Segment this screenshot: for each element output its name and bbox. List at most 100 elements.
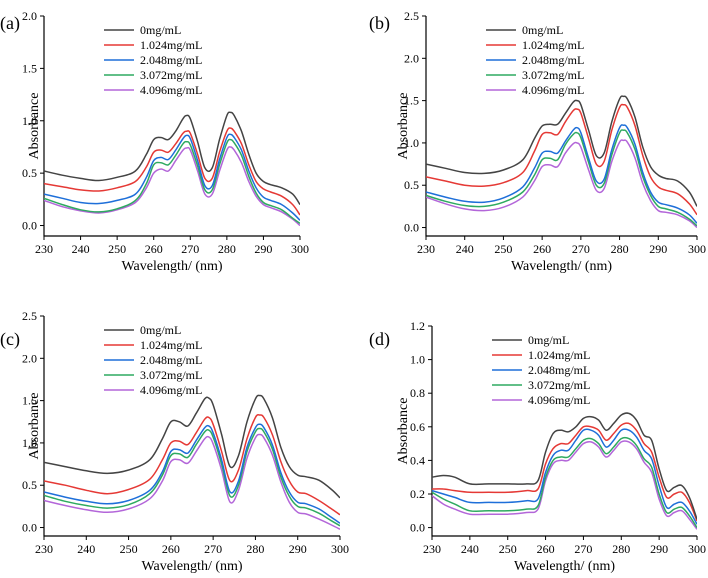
legend-label: 2.048mg/mL xyxy=(140,53,202,67)
y-tick-label: 1.0 xyxy=(22,114,37,128)
legend-label: 1.024mg/mL xyxy=(140,338,202,352)
x-axis-title: Wavelength/ (nm) xyxy=(121,259,222,274)
y-tick-label: 1.0 xyxy=(410,353,425,367)
x-tick-label: 260 xyxy=(533,242,551,256)
series-line-3 xyxy=(426,124,697,224)
y-tick-label: 2.5 xyxy=(22,309,37,323)
x-tick-label: 290 xyxy=(650,542,668,556)
x-tick-label: 260 xyxy=(537,542,555,556)
legend-label: 1.024mg/mL xyxy=(140,38,202,52)
legend-label: 0mg/mL xyxy=(522,23,563,37)
x-axis-title: Wavelength/ (nm) xyxy=(141,559,242,574)
series-line-1 xyxy=(44,111,300,206)
x-tick-label: 290 xyxy=(289,542,307,556)
x-axis-title: Wavelength/ (nm) xyxy=(514,559,615,574)
legend-label: 4.096mg/mL xyxy=(140,83,202,97)
legend-label: 2.048mg/mL xyxy=(140,353,202,367)
legend-label: 0mg/mL xyxy=(140,23,181,37)
series-line-2 xyxy=(432,422,697,522)
series-line-5 xyxy=(426,139,697,229)
y-tick-label: 0.4 xyxy=(410,453,425,467)
x-tick-label: 300 xyxy=(331,542,349,556)
x-tick-label: 290 xyxy=(254,242,272,256)
series-line-2 xyxy=(44,127,300,216)
y-tick-label: 0.8 xyxy=(410,386,425,400)
legend-label: 1.024mg/mL xyxy=(522,38,584,52)
series-line-4 xyxy=(426,129,697,227)
series-line-3 xyxy=(44,423,340,524)
y-tick-label: 0.5 xyxy=(22,166,37,180)
y-tick-label: 0.0 xyxy=(404,221,419,235)
x-tick-label: 260 xyxy=(162,542,180,556)
y-tick-label: 1.0 xyxy=(22,436,37,450)
x-axis-title: Wavelength/ (nm) xyxy=(511,259,612,274)
x-tick-label: 300 xyxy=(688,542,706,556)
x-tick-label: 280 xyxy=(612,542,630,556)
y-tick-label: 0.6 xyxy=(410,420,425,434)
legend-label: 4.096mg/mL xyxy=(528,393,590,407)
chart-panel-4: (d) 230 240 250 260 270 280 290 300 0.0 0.2 0.4 0.6 0… xyxy=(369,319,706,574)
x-tick-label: 290 xyxy=(649,242,667,256)
x-tick-label: 240 xyxy=(461,542,479,556)
x-tick-label: 270 xyxy=(574,542,592,556)
panel-label: (a) xyxy=(0,13,20,34)
x-tick-label: 240 xyxy=(77,542,95,556)
series-line-5 xyxy=(44,433,340,530)
y-tick-label: 0.5 xyxy=(404,178,419,192)
x-tick-label: 240 xyxy=(72,242,90,256)
legend-label: 2.048mg/mL xyxy=(522,53,584,67)
x-tick-label: 230 xyxy=(417,242,435,256)
x-tick-label: 250 xyxy=(120,542,138,556)
x-tick-label: 230 xyxy=(423,542,441,556)
y-tick-label: 0.2 xyxy=(410,487,425,501)
legend-label: 2.048mg/mL xyxy=(528,363,590,377)
legend-label: 1.024mg/mL xyxy=(528,348,590,362)
y-tick-label: 2.5 xyxy=(404,9,419,23)
series-line-1 xyxy=(44,394,340,499)
chart-panel-1: (a) 230 240 250 260 270 280 290 300 0.0 0.5 1.0 1.5 2… xyxy=(0,9,309,274)
y-axis-title: Absorbance xyxy=(396,93,411,160)
y-tick-label: 0.5 xyxy=(22,478,37,492)
legend-label: 0mg/mL xyxy=(140,323,181,337)
x-tick-label: 280 xyxy=(246,542,264,556)
legend-label: 3.072mg/mL xyxy=(140,68,202,82)
series-line-5 xyxy=(432,440,697,530)
legend-label: 4.096mg/mL xyxy=(522,83,584,97)
y-tick-label: 1.5 xyxy=(404,94,419,108)
x-tick-label: 280 xyxy=(611,242,629,256)
panel-label: (b) xyxy=(369,13,390,34)
chart-panel-2: (b) 230 240 250 260 270 280 290 300 0.0 0.5 1.0 1.5 2… xyxy=(369,9,706,274)
series-line-4 xyxy=(432,436,697,529)
series-line-3 xyxy=(432,428,697,525)
y-tick-label: 1.0 xyxy=(404,136,419,150)
legend-label: 4.096mg/mL xyxy=(140,383,202,397)
y-tick-label: 1.5 xyxy=(22,61,37,75)
x-tick-label: 300 xyxy=(688,242,706,256)
panel-label: (c) xyxy=(0,329,20,350)
x-tick-label: 270 xyxy=(572,242,590,256)
series-line-4 xyxy=(44,138,300,225)
x-tick-label: 230 xyxy=(35,242,53,256)
series-line-1 xyxy=(432,412,697,520)
y-tick-label: 0.0 xyxy=(22,219,37,233)
x-tick-label: 250 xyxy=(499,542,517,556)
series-line-3 xyxy=(44,133,300,221)
series-line-5 xyxy=(44,146,300,227)
series-line-1 xyxy=(426,95,697,207)
x-tick-label: 270 xyxy=(204,542,222,556)
x-tick-label: 260 xyxy=(145,242,163,256)
x-tick-label: 250 xyxy=(108,242,126,256)
y-tick-label: 1.2 xyxy=(410,319,425,333)
x-tick-label: 280 xyxy=(218,242,236,256)
y-tick-label: 0.0 xyxy=(22,521,37,535)
legend-label: 3.072mg/mL xyxy=(140,368,202,382)
y-tick-label: 2.0 xyxy=(22,351,37,365)
series-line-2 xyxy=(426,103,697,216)
y-axis-title: Absorbance xyxy=(396,398,411,465)
y-tick-label: 2.0 xyxy=(404,51,419,65)
chart-panel-3: (c) 230 240 250 260 270 280 290 300 0.0 0.5 1.0 1.5 2… xyxy=(0,309,349,574)
x-tick-label: 300 xyxy=(291,242,309,256)
panel-label: (d) xyxy=(369,329,390,350)
x-tick-label: 240 xyxy=(456,242,474,256)
